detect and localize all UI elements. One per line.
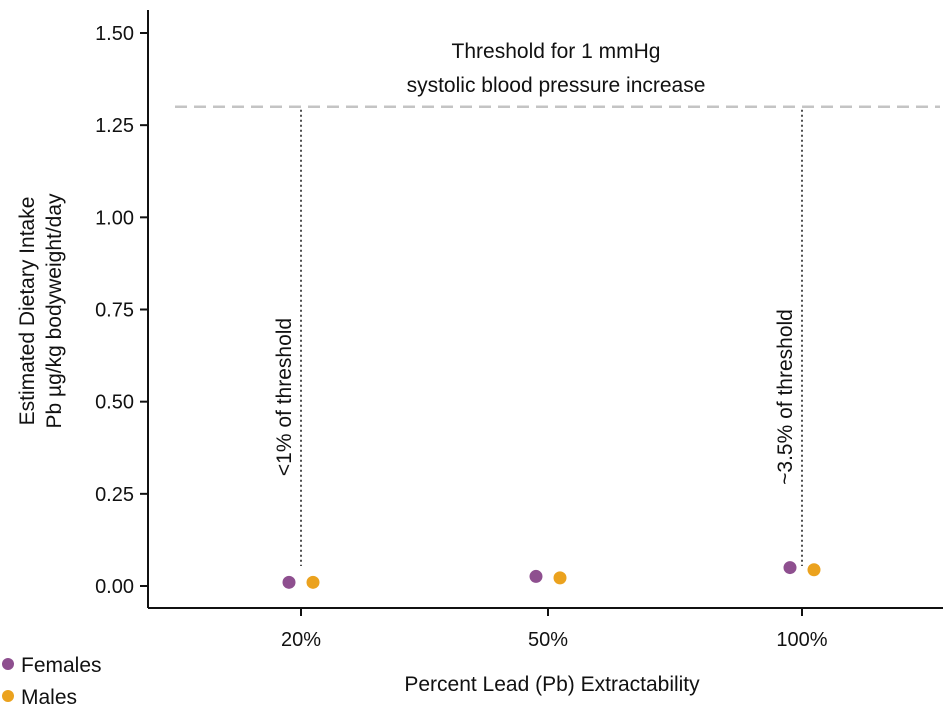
x-tick-label: 100%	[776, 629, 827, 651]
annotation-label: ~3.5% of threshold	[774, 309, 797, 485]
data-point-females	[529, 569, 543, 583]
y-tick-label: 1.00	[95, 207, 134, 229]
y-ticks: 0.00 0.25 0.50 0.75 1.00 1.25 1.50	[95, 23, 148, 598]
y-tick-label: 1.50	[95, 23, 134, 45]
annotation-label: <1% of threshold	[273, 318, 296, 476]
data-point-males	[306, 575, 320, 589]
legend-swatch-males	[2, 690, 14, 702]
y-tick-label: 0.75	[95, 300, 134, 322]
data-point-females	[783, 561, 797, 575]
x-tick-label: 50%	[528, 629, 568, 651]
y-axis-title-line-2: Pb µg/kg bodyweight/day	[43, 193, 66, 429]
y-tick-label: 1.25	[95, 115, 134, 137]
axes	[147, 10, 943, 609]
y-axis-title-line-1: Estimated Dietary Intake	[16, 197, 39, 426]
data-points	[282, 561, 821, 589]
annotation-layer: <1% of threshold ~3.5% of threshold	[273, 109, 803, 566]
x-ticks: 20% 50% 100%	[281, 608, 828, 651]
data-point-females	[282, 575, 296, 589]
legend-label-males: Males	[21, 686, 77, 706]
threshold-label-line-2: systolic blood pressure increase	[407, 74, 706, 97]
legend-swatch-females	[2, 658, 14, 670]
y-tick-label: 0.50	[95, 392, 134, 414]
y-tick-label: 0.25	[95, 484, 134, 506]
threshold-label-line-1: Threshold for 1 mmHg	[452, 40, 661, 63]
data-point-males	[807, 563, 821, 577]
legend: Females Males	[2, 654, 102, 706]
y-tick-label: 0.00	[95, 576, 134, 598]
data-point-males	[553, 571, 567, 585]
x-tick-label: 20%	[281, 629, 321, 651]
threshold-layer: Threshold for 1 mmHg systolic blood pres…	[175, 40, 940, 108]
x-axis-title: Percent Lead (Pb) Extractability	[404, 673, 700, 696]
legend-label-females: Females	[21, 654, 102, 677]
